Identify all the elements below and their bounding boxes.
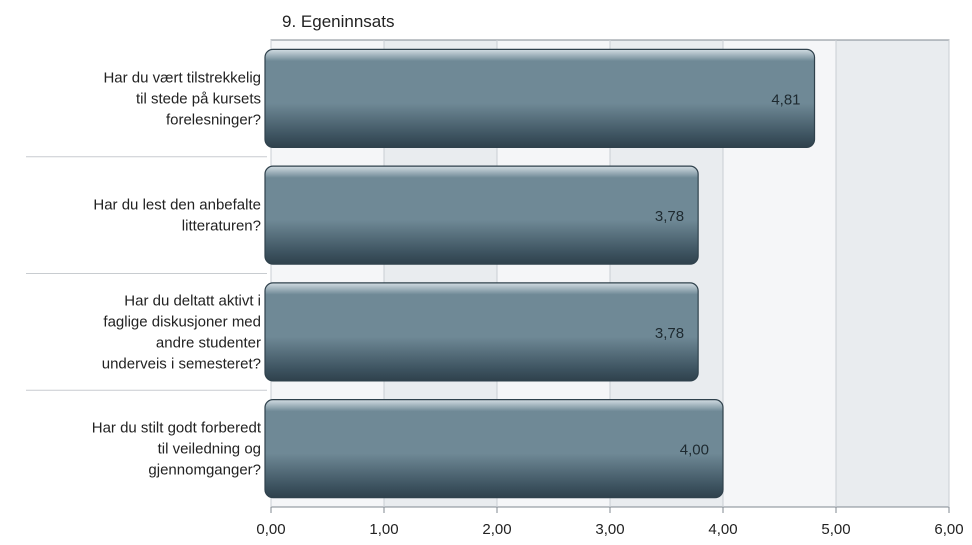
category-label-line: forelesninger? [166, 111, 261, 128]
category-label-line: til veiledning og [158, 441, 261, 458]
x-tick-label: 5,00 [821, 521, 850, 538]
category-label-line: Har du lest den anbefalte [93, 197, 261, 214]
plot-band [836, 40, 949, 507]
bar-value-label: 3,78 [655, 325, 684, 342]
category-label-line: Har du stilt godt forberedt [92, 420, 262, 437]
x-tick-label: 1,00 [369, 521, 398, 538]
x-tick-label: 6,00 [934, 521, 963, 538]
category-label-line: litteraturen? [182, 218, 261, 235]
bar [264, 282, 699, 382]
category-label-line: til stede på kursets [136, 90, 261, 107]
bar [264, 398, 724, 499]
category-label-line: Har du deltatt aktivt i [124, 292, 261, 309]
category-label: Har du vært tilstrekkelig til stede på ku… [103, 69, 261, 128]
category-label-line: Har du vært tilstrekkelig [103, 69, 261, 86]
bar-group: 4,81 [264, 48, 816, 149]
category-label: Har du stilt godt forberedt til veilednin… [92, 420, 262, 479]
bar-group: 3,78 [264, 165, 699, 265]
x-tick-label: 0,00 [256, 521, 285, 538]
bar [264, 165, 699, 265]
x-tick-label: 4,00 [708, 521, 737, 538]
category-label-line: andre studenter [156, 334, 261, 351]
chart-title: 9. Egeninnsats [282, 12, 394, 31]
x-tick-label: 2,00 [482, 521, 511, 538]
bars: 4,81 3,78 3,78 4,00 [264, 48, 816, 499]
x-tick-label: 3,00 [595, 521, 624, 538]
category-label: Har du lest den anbefalte litteraturen? [93, 197, 261, 235]
category-label-line: gjennomganger? [148, 462, 261, 479]
bar-value-label: 4,00 [680, 442, 709, 459]
category-labels: Har du vært tilstrekkelig til stede på ku… [26, 69, 267, 479]
bar-value-label: 4,81 [771, 91, 800, 108]
category-label-line: underveis i semesteret? [102, 355, 261, 372]
bar-value-label: 3,78 [655, 208, 684, 225]
category-label: Har du deltatt aktivt i faglige diskusjon… [102, 292, 261, 372]
category-label-line: faglige diskusjoner med [103, 313, 261, 330]
bar-group: 3,78 [264, 282, 699, 382]
bar [264, 48, 816, 149]
bar-group: 4,00 [264, 398, 724, 499]
x-axis-ticks: 0,00 1,00 2,00 3,00 4,00 5,00 6,00 [256, 507, 964, 538]
